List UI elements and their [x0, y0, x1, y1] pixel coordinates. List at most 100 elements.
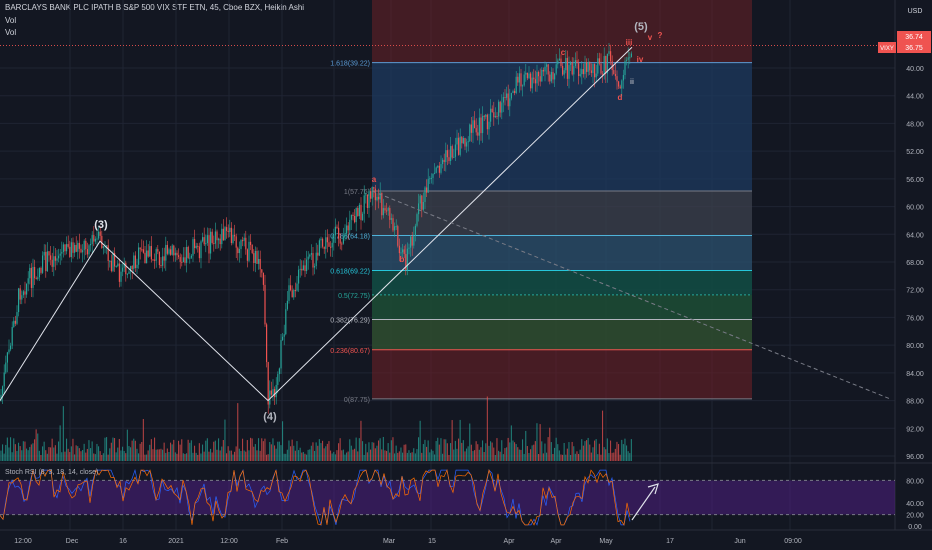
candle: [371, 187, 373, 199]
candle: [456, 137, 458, 145]
candle: [190, 255, 192, 258]
volume-bar: [558, 450, 560, 461]
candle: [181, 261, 183, 263]
volume-bar: [6, 437, 8, 461]
candle: [280, 340, 282, 369]
candle: [283, 334, 285, 337]
candle: [120, 271, 122, 282]
candle: [69, 246, 71, 257]
volume-bar: [608, 453, 610, 461]
volume-bar: [554, 447, 556, 461]
wave-label: b: [400, 255, 405, 264]
volume-bar: [394, 453, 396, 461]
candle: [446, 150, 448, 158]
candle: [531, 77, 533, 89]
volume-bar: [222, 440, 224, 461]
candle: [331, 242, 333, 248]
volume-bar: [27, 450, 29, 461]
candle: [46, 251, 48, 272]
candle: [237, 247, 239, 254]
candle: [358, 204, 360, 217]
volume-bar: [216, 449, 218, 461]
volume-bar: [410, 452, 412, 461]
candle: [3, 372, 5, 387]
candle: [34, 266, 36, 279]
volume-bar: [296, 441, 298, 461]
volume-bar: [523, 453, 525, 461]
candle: [363, 195, 365, 214]
candle: [381, 192, 383, 216]
volume-bar: [406, 452, 408, 461]
volume-bar: [339, 438, 341, 461]
volume-bar: [291, 439, 293, 461]
volume-bar: [384, 450, 386, 461]
volume-bar: [251, 438, 253, 461]
volume-bar: [421, 452, 423, 461]
volume-bar: [134, 440, 136, 461]
candle: [96, 238, 98, 240]
volume-bar: [112, 437, 114, 461]
candle: [82, 250, 84, 253]
candle: [406, 248, 408, 270]
candle: [270, 390, 272, 395]
candle: [232, 234, 234, 243]
volume-bar: [438, 444, 440, 461]
volume-bar: [299, 447, 301, 461]
volume-bar: [610, 440, 612, 461]
candle: [192, 239, 194, 256]
candle: [434, 172, 436, 174]
candle: [400, 252, 402, 254]
candle: [528, 73, 530, 79]
candle: [440, 164, 442, 173]
volume-bar: [198, 443, 200, 461]
candle: [37, 277, 39, 280]
volume-bar: [331, 453, 333, 461]
volume-bar: [547, 437, 549, 461]
volume-bar: [450, 443, 452, 461]
candle: [128, 271, 130, 274]
volume-bar: [362, 441, 364, 461]
volume-bar: [358, 438, 360, 461]
candle: [366, 194, 368, 208]
volume-bar: [229, 450, 231, 461]
time-tick: Apr: [504, 538, 516, 545]
candle: [141, 249, 143, 251]
volume-bar: [328, 441, 330, 461]
stoch-label: Stoch RSI (8, 3, 18, 14, close): [5, 469, 98, 476]
candle: [205, 243, 207, 245]
candle: [411, 236, 413, 246]
candle: [326, 237, 328, 243]
volume-bar: [5, 444, 7, 461]
volume-bar: [0, 450, 2, 461]
candle: [221, 228, 223, 245]
volume-bar: [496, 438, 498, 461]
volume-bar: [342, 449, 344, 461]
candle: [410, 236, 412, 248]
candle: [422, 201, 424, 210]
volume-bar: [77, 446, 79, 461]
wave-label: a: [372, 175, 377, 184]
candle: [48, 251, 50, 256]
price-tick: 64.00: [906, 232, 924, 239]
candle: [38, 267, 40, 278]
volume-bar: [88, 440, 90, 461]
volume-bar: [226, 453, 228, 461]
candle: [278, 368, 280, 375]
volume-bar: [613, 452, 615, 461]
candle: [187, 246, 189, 259]
candle: [318, 240, 320, 256]
volume-bar: [101, 454, 103, 461]
volume-bar: [326, 443, 328, 461]
volume-bar: [235, 446, 237, 461]
volume-bar: [70, 446, 72, 461]
candle: [541, 69, 543, 82]
volume-bar: [322, 440, 324, 461]
candle: [464, 138, 466, 147]
candle: [330, 246, 332, 248]
volume-bar: [403, 444, 405, 461]
symbol-tag-label: VIXY: [880, 46, 894, 52]
candle: [54, 256, 56, 261]
wave-label: iv: [637, 55, 644, 64]
volume-bar: [347, 451, 349, 461]
